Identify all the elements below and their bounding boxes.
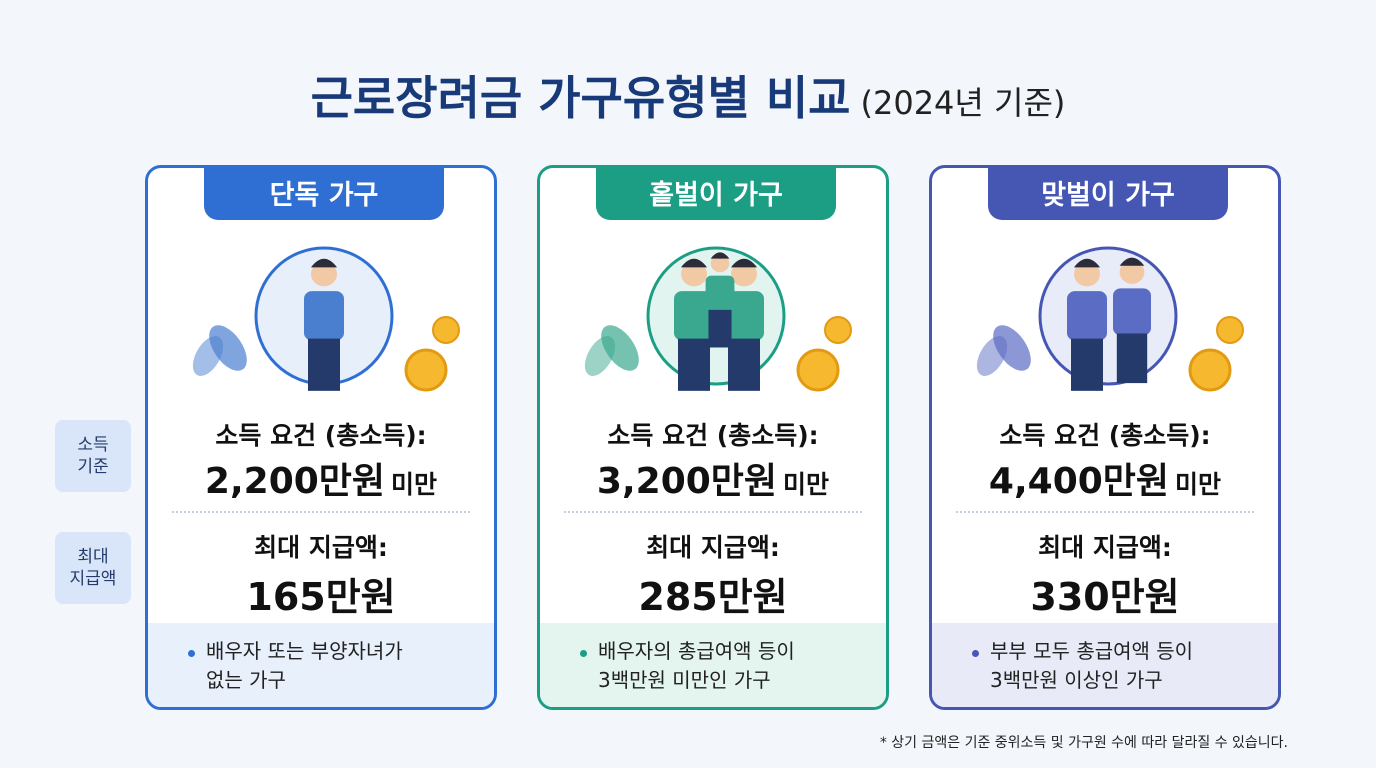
income-value: 3,200만원 미만 [540,452,886,504]
subtitle: (2024년 기준) [860,84,1066,122]
illustration [976,246,1244,392]
payment-label: 최대 지급액: [254,533,388,562]
bullet [972,650,979,657]
divider [172,511,470,513]
card: 단독 가구 소득 요건 (총소득): 2,200만원 미만 최대 지급액: 165만원 배… [145,165,497,710]
illustration [584,246,852,392]
note-line: 없는 가구 [206,668,286,692]
note-line: 부부 모두 총급여액 등이 [990,639,1194,663]
note: 부부 모두 총급여액 등이 3백만원 이상인 가구 [932,623,1278,707]
card: 홑벌이 가구 소득 요건 (총소득): 3,200만원 미만 최대 지급액: 285만원… [537,165,889,710]
payment-label: 최대 지급액: [1038,533,1172,562]
row-label-line: 최대 [77,546,109,567]
income-amount: 2,200만원 [204,461,386,502]
bullet [188,650,195,657]
row-label-line: 기준 [77,457,109,477]
income-label: 소득 요건 (총소득): [999,421,1211,450]
card: 맞벌이 가구 소득 요건 (총소득): 4,400만원 미만 최대 지급액: 330만원… [929,165,1281,710]
card-tab: 홑벌이 가구 [596,168,836,220]
payment-value: 330만원 [1030,575,1180,619]
income-label: 소득 요건 (총소득): [215,421,427,450]
income-suffix: 미만 [783,470,830,499]
income-amount: 3,200만원 [596,461,778,502]
divider [564,511,862,513]
income-value: 2,200만원 미만 [148,452,494,504]
row-label: 소득 기준 [55,420,131,492]
divider [956,511,1254,513]
payment-value: 165만원 [246,575,396,619]
note-line: 배우자 또는 부양자녀가 [206,639,403,663]
bullet [580,650,587,657]
income-amount: 4,400만원 [988,461,1170,502]
card-tab: 맞벌이 가구 [988,168,1228,220]
title-row: 근로장려금 가구유형별 비교 (2024년 기준) [0,62,1376,128]
note-line: 3백만원 미만인 가구 [598,668,771,692]
payment-label: 최대 지급액: [646,533,780,562]
footnote: * 상기 금액은 기준 중위소득 및 가구원 수에 따라 달라질 수 있습니다. [879,735,1288,751]
illustration [192,246,460,392]
card-tab: 단독 가구 [204,168,444,220]
note-line: 배우자의 총급여액 등이 [598,639,795,663]
note: 배우자의 총급여액 등이 3백만원 미만인 가구 [540,623,886,707]
title: 근로장려금 가구유형별 비교 [310,71,851,125]
row-label: 최대 지급액 [55,532,131,604]
income-suffix: 미만 [1175,470,1222,499]
payment-value: 285만원 [638,575,788,619]
row-label-line: 지급액 [69,569,117,589]
note-line: 3백만원 이상인 가구 [990,668,1163,692]
income-label: 소득 요건 (총소득): [607,421,819,450]
income-suffix: 미만 [391,470,438,499]
row-label-line: 소득 [77,434,109,455]
income-value: 4,400만원 미만 [932,452,1278,504]
